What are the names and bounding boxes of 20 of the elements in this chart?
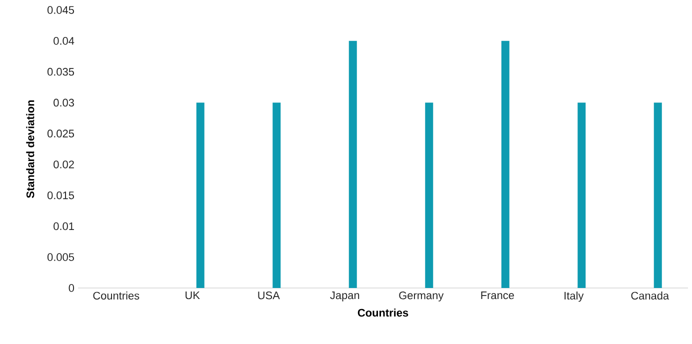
y-tick-label: 0.025 [47,130,74,138]
y-tick-label: 0.03 [54,98,74,107]
y-axis-title: Standard deviation [26,100,34,198]
x-tick-label: USA [258,292,280,300]
y-tick-label: 0.01 [54,222,74,230]
y-tick-label: 0.04 [54,37,74,45]
x-tick-label: Japan [330,292,360,302]
y-tick-label: 0.045 [47,6,74,14]
x-tick-label: UK [186,292,200,300]
x-tick-label: Germany [399,292,444,302]
y-tick-label: 0.035 [47,68,74,76]
y-tick-label: 0.02 [54,160,74,168]
y-tick-label: 0.005 [47,253,74,261]
x-axis-title: Countries [358,308,408,317]
y-tick-label: 0 [68,284,74,292]
x-tick-label: Italy [564,292,584,302]
y-tick-label: 0.015 [47,191,74,200]
x-tick-label: Canada [631,292,670,300]
x-tick-label: Countries [93,292,140,300]
x-tick-label: France [481,292,514,300]
